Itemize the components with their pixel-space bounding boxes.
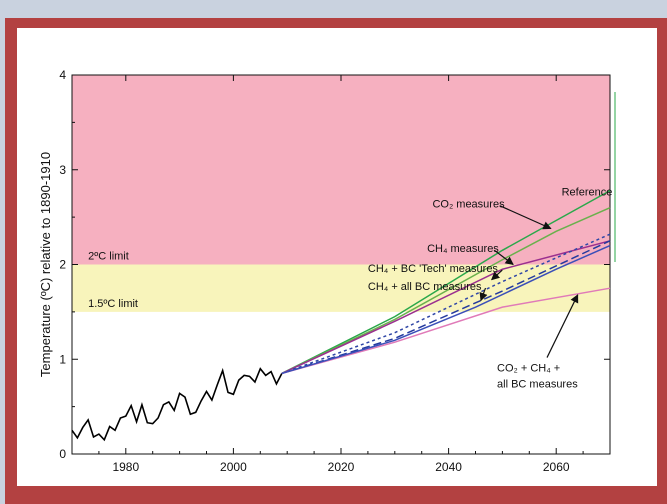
projection-series-5 bbox=[281, 287, 611, 375]
projection-series-3 bbox=[281, 233, 611, 375]
y-tick-label-0: 0 bbox=[59, 447, 66, 461]
projection-series-4 bbox=[281, 240, 611, 375]
y-tick-label-1: 1 bbox=[59, 352, 66, 366]
y-tick-label-4: 4 bbox=[59, 68, 66, 82]
zone-band-1 bbox=[72, 264, 610, 312]
y-axis-label: Temperature (ºC) relative to 1890-1910 bbox=[38, 152, 53, 377]
projection-series-2 bbox=[281, 240, 611, 375]
annotation-label-2: CH₄ measures bbox=[427, 243, 499, 255]
annotation-label-6: all BC measures bbox=[497, 379, 578, 391]
annotation-arrow-2 bbox=[493, 249, 514, 266]
projection-series-6 bbox=[281, 244, 611, 375]
annotation-arrow-1 bbox=[499, 205, 552, 230]
zone-label-2c: 2ºC limit bbox=[88, 251, 129, 263]
annotation-label-0: Reference bbox=[562, 186, 613, 198]
x-tick-label-2020: 2020 bbox=[328, 460, 355, 474]
annotation-arrow-5 bbox=[546, 294, 579, 358]
y-tick-label-3: 3 bbox=[59, 163, 66, 177]
x-tick-label-2000: 2000 bbox=[220, 460, 247, 474]
historical-series-line bbox=[71, 367, 283, 442]
zone-label-1-5c: 1.5ºC limit bbox=[88, 298, 138, 310]
annotation-label-1: CO₂ measures bbox=[432, 199, 505, 211]
projection-series-1 bbox=[281, 206, 611, 375]
annotation-arrow-4 bbox=[479, 287, 488, 302]
y-tick-label-2: 2 bbox=[59, 258, 66, 272]
annotation-label-4: CH₄ + all BC measures bbox=[368, 281, 482, 293]
x-tick-label-2040: 2040 bbox=[435, 460, 462, 474]
annotation-label-3: CH₄ + BC 'Tech' measures bbox=[368, 263, 499, 275]
x-tick-label-2060: 2060 bbox=[543, 460, 570, 474]
x-tick-label-1980: 1980 bbox=[112, 460, 139, 474]
zone-band-0 bbox=[72, 75, 610, 265]
annotation-label-5: CO₂ + CH₄ + bbox=[497, 363, 560, 375]
projection-series-0 bbox=[281, 189, 611, 375]
annotation-arrow-3 bbox=[491, 269, 503, 281]
